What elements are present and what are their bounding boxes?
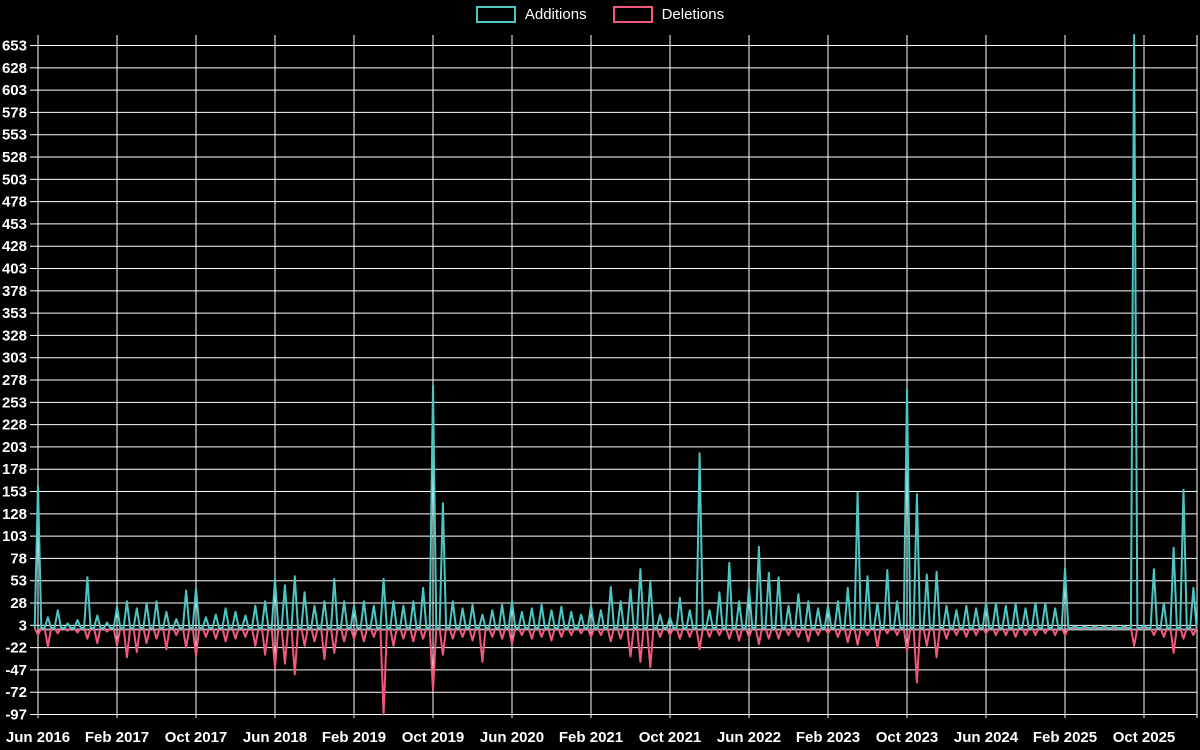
y-tick-label: -97 xyxy=(5,707,27,724)
legend-swatch-deletions xyxy=(612,6,653,23)
y-tick-label: -47 xyxy=(5,662,27,679)
y-tick-label: 103 xyxy=(2,528,27,545)
y-tick-label: 203 xyxy=(2,439,27,456)
y-tick-label: -22 xyxy=(5,640,27,657)
legend-item-deletions[interactable]: Deletions xyxy=(612,6,725,23)
x-tick-label: Feb 2023 xyxy=(796,729,860,746)
y-tick-label: 3 xyxy=(19,617,27,634)
data-series xyxy=(33,34,1198,716)
chart-legend: Additions Deletions xyxy=(0,6,1200,23)
x-tick-label: Oct 2025 xyxy=(1113,729,1176,746)
x-tick-label: Oct 2017 xyxy=(165,729,228,746)
x-tick-label: Oct 2019 xyxy=(402,729,465,746)
legend-swatch-additions xyxy=(475,6,516,23)
y-tick-label: 253 xyxy=(2,394,27,411)
y-tick-label: 578 xyxy=(2,104,27,121)
y-tick-label: 528 xyxy=(2,149,27,166)
series-line-additions xyxy=(33,34,1198,629)
y-tick-label: 228 xyxy=(2,417,27,434)
x-tick-label: Jun 2024 xyxy=(954,729,1019,746)
x-tick-label: Feb 2021 xyxy=(559,729,623,746)
y-tick-label: 303 xyxy=(2,350,27,367)
y-axis-tick-marks xyxy=(30,45,38,716)
y-axis-labels: 6536286035785535285034784534284033783533… xyxy=(2,38,27,724)
y-tick-label: 503 xyxy=(2,171,27,188)
y-tick-label: 453 xyxy=(2,216,27,233)
y-tick-label: 428 xyxy=(2,238,27,255)
x-tick-label: Jun 2022 xyxy=(717,729,781,746)
x-tick-label: Jun 2016 xyxy=(6,729,70,746)
x-tick-label: Feb 2025 xyxy=(1033,729,1097,746)
y-tick-label: 353 xyxy=(2,305,27,322)
y-tick-label: 78 xyxy=(10,550,27,567)
y-tick-label: 653 xyxy=(2,38,27,55)
y-tick-label: 128 xyxy=(2,506,27,523)
y-tick-label: 178 xyxy=(2,461,27,478)
legend-label-deletions: Deletions xyxy=(661,6,725,23)
x-tick-label: Oct 2021 xyxy=(639,729,702,746)
x-tick-label: Jun 2020 xyxy=(480,729,544,746)
y-tick-label: 403 xyxy=(2,261,27,278)
x-tick-label: Jun 2018 xyxy=(243,729,307,746)
y-tick-label: 153 xyxy=(2,484,27,501)
y-tick-label: 28 xyxy=(10,595,27,612)
y-tick-label: -72 xyxy=(5,684,27,701)
y-tick-label: 53 xyxy=(10,573,27,590)
y-tick-label: 478 xyxy=(2,194,27,211)
x-tick-label: Feb 2019 xyxy=(322,729,386,746)
x-tick-label: Oct 2023 xyxy=(876,729,939,746)
y-tick-label: 553 xyxy=(2,127,27,144)
series-line-deletions xyxy=(33,627,1198,716)
y-tick-label: 328 xyxy=(2,327,27,344)
horizontal-gridlines xyxy=(38,45,1197,716)
y-tick-label: 278 xyxy=(2,372,27,389)
vertical-gridlines xyxy=(37,35,1198,718)
y-tick-label: 628 xyxy=(2,60,27,77)
y-tick-label: 378 xyxy=(2,283,27,300)
x-axis-labels: Jun 2016 Feb 2017 Oct 2017 Jun 2018 Feb 2019… xyxy=(6,729,1175,746)
x-tick-label: Feb 2017 xyxy=(85,729,149,746)
y-tick-label: 603 xyxy=(2,82,27,99)
legend-item-additions[interactable]: Additions xyxy=(475,6,587,23)
legend-label-additions: Additions xyxy=(524,6,587,23)
